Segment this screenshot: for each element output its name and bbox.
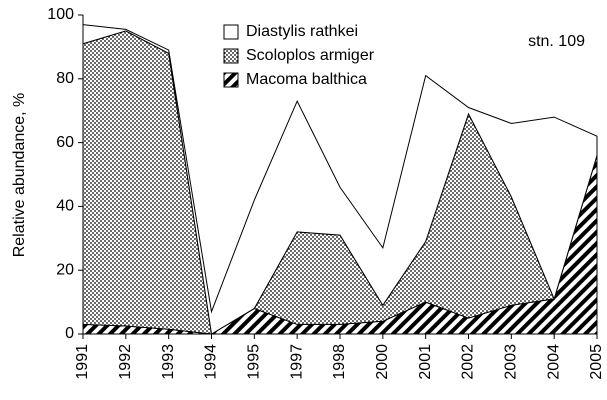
y-tick-label: 100 (47, 6, 74, 23)
y-tick-label: 80 (56, 70, 74, 87)
area (82, 24, 598, 335)
x-tick-label: 2004 (545, 344, 562, 380)
y-tick-label: 60 (56, 134, 74, 151)
legend-label: Scoloplos armiger (246, 47, 375, 64)
x-tick-label: 1994 (203, 344, 220, 380)
x-tick-label: 2002 (460, 344, 477, 380)
legend-swatch (223, 24, 239, 40)
legend-label: Macoma balthica (246, 71, 367, 88)
x-tick-label: 2001 (417, 344, 434, 380)
x-tick-label: 2000 (374, 344, 391, 380)
y-axis-label: Relative abundance, % (11, 93, 28, 258)
x-tick-label: 1997 (288, 344, 305, 380)
x-tick-label: 2005 (588, 344, 605, 380)
x-tick-label: 1995 (246, 344, 263, 380)
legend-label: Diastylis rathkei (246, 23, 358, 40)
legend-swatch (223, 48, 239, 64)
x-tick-label: 2003 (503, 344, 520, 380)
annotation: stn. 109 (528, 33, 585, 50)
x-tick-label: 1998 (331, 344, 348, 380)
legend-swatch (223, 72, 239, 88)
x-tick-label: 1992 (117, 344, 134, 380)
y-tick-label: 40 (56, 198, 74, 215)
x-tick-label: 1993 (160, 344, 177, 380)
y-tick-label: 20 (56, 261, 74, 278)
x-tick-label: 1991 (74, 344, 91, 380)
y-tick-label: 0 (65, 325, 74, 342)
